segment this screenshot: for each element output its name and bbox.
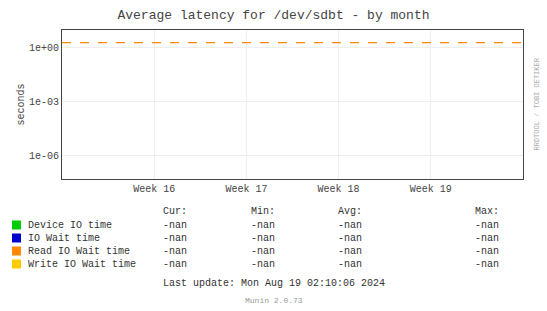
- svg-text:-nan: -nan: [163, 246, 187, 257]
- svg-text:-nan: -nan: [338, 233, 362, 244]
- svg-text:RRDTOOL / TOBI OETIKER: RRDTOOL / TOBI OETIKER: [533, 57, 541, 150]
- svg-text:-nan: -nan: [475, 246, 499, 257]
- svg-text:Max:: Max:: [475, 206, 499, 217]
- svg-text:Cur:: Cur:: [163, 206, 187, 217]
- svg-text:Read IO Wait time: Read IO Wait time: [28, 246, 130, 257]
- svg-text:-nan: -nan: [475, 220, 499, 231]
- svg-text:-nan: -nan: [163, 233, 187, 244]
- svg-text:Device IO time: Device IO time: [28, 220, 112, 231]
- svg-text:Write IO Wait time: Write IO Wait time: [28, 259, 136, 270]
- svg-text:-nan: -nan: [251, 246, 275, 257]
- svg-text:-nan: -nan: [251, 233, 275, 244]
- svg-text:Week 18: Week 18: [318, 184, 360, 195]
- svg-text:Last update: Mon Aug 19 02:10:: Last update: Mon Aug 19 02:10:06 2024: [163, 278, 385, 289]
- svg-text:-nan: -nan: [251, 220, 275, 231]
- svg-text:Min:: Min:: [251, 206, 275, 217]
- svg-text:IO Wait time: IO Wait time: [28, 233, 100, 244]
- svg-text:1e-06: 1e-06: [29, 151, 59, 162]
- svg-text:Avg:: Avg:: [338, 206, 362, 217]
- svg-text:Munin 2.0.73: Munin 2.0.73: [245, 296, 303, 305]
- svg-text:-nan: -nan: [338, 246, 362, 257]
- svg-text:-nan: -nan: [163, 220, 187, 231]
- svg-text:-nan: -nan: [251, 259, 275, 270]
- svg-text:Week 16: Week 16: [133, 184, 175, 195]
- svg-text:-nan: -nan: [338, 259, 362, 270]
- svg-text:-nan: -nan: [475, 259, 499, 270]
- svg-text:-nan: -nan: [163, 259, 187, 270]
- svg-text:Average latency for /dev/sdbt: Average latency for /dev/sdbt - by month: [117, 8, 429, 23]
- svg-text:-nan: -nan: [475, 233, 499, 244]
- svg-text:1e-03: 1e-03: [29, 97, 59, 108]
- svg-text:seconds: seconds: [16, 83, 27, 125]
- svg-text:Week 17: Week 17: [225, 184, 267, 195]
- svg-text:-nan: -nan: [338, 220, 362, 231]
- svg-text:1e+00: 1e+00: [29, 43, 59, 54]
- svg-text:Week 19: Week 19: [410, 184, 452, 195]
